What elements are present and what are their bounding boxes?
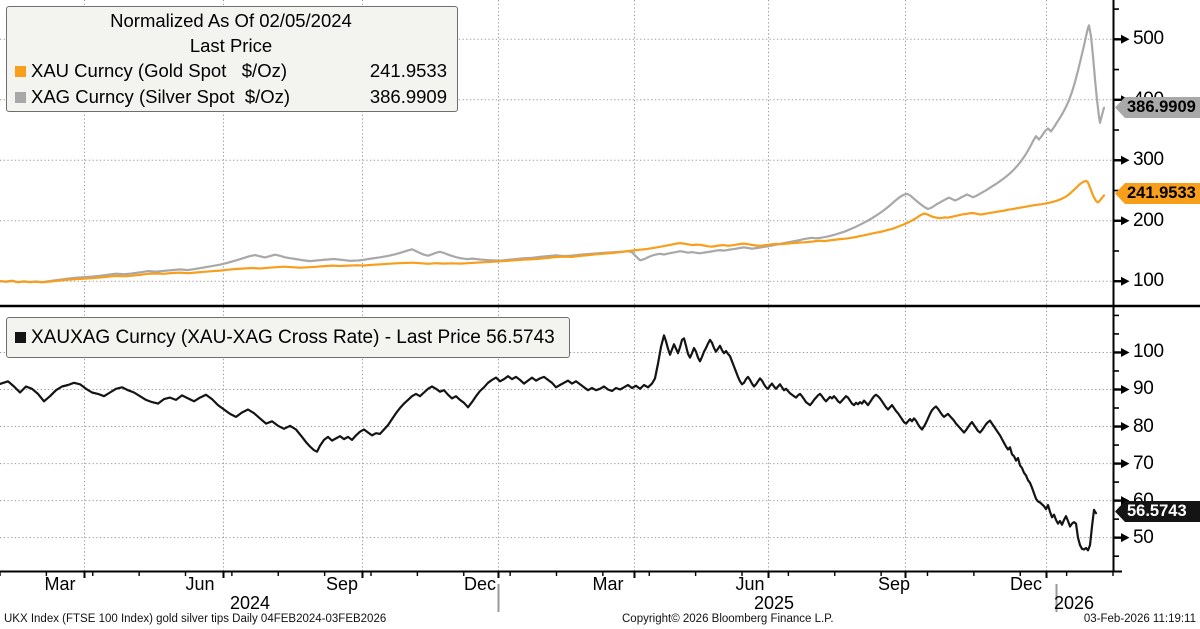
xau-price-badge: 241.9533 (1115, 183, 1200, 204)
y-axis-tick-label: 200 (1133, 209, 1164, 231)
xauxag-swatch-icon (15, 332, 26, 343)
x-axis-month-label: Jun (735, 574, 765, 594)
y-axis-tick-label: 70 (1133, 452, 1154, 474)
y-axis-tick-label: 100 (1133, 270, 1164, 292)
x-axis-month-label: Jun (185, 574, 215, 594)
y-axis-tick-label: 100 (1133, 341, 1164, 363)
y-tick-arrow-icon (1121, 496, 1130, 506)
x-axis-year-label: 2026 (1053, 593, 1095, 613)
xauxag-legend-label: XAUXAG Curncy (XAU-XAG Cross Rate) - Las… (31, 326, 487, 348)
xag-swatch-icon (15, 91, 26, 103)
xag-legend-label: XAG Curncy (Silver Spot $/Oz) (31, 86, 291, 107)
xag-last-price: 386.9909 (369, 86, 447, 107)
legend-item-xau[interactable]: XAU Curncy (Gold Spot $/Oz) 241.9533 (15, 58, 447, 84)
y-axis-tick-label: 300 (1133, 149, 1164, 171)
xau-swatch-icon (15, 65, 26, 77)
legend-title: Normalized As Of 02/05/2024 (110, 10, 352, 31)
xau-last-price: 241.9533 (369, 60, 447, 81)
y-tick-arrow-icon (1121, 216, 1130, 226)
xauxag-price-badge: 56.5743 (1115, 501, 1200, 522)
xau-legend-label: XAU Curncy (Gold Spot $/Oz) (31, 60, 288, 81)
y-tick-arrow-icon (1121, 34, 1130, 44)
chart-description-text: UKX Index (FTSE 100 Index) gold silver t… (4, 613, 387, 625)
series-line-xau (0, 179, 1106, 284)
x-axis-year-label: 2024 (229, 593, 271, 613)
y-tick-arrow-icon (1121, 459, 1130, 469)
x-axis-month-label: Sep (877, 574, 911, 594)
y-axis-tick-label: 80 (1133, 415, 1154, 437)
legend-subtitle: Last Price (189, 35, 273, 56)
y-tick-arrow-icon (1121, 422, 1130, 432)
x-axis-month-label: Mar (44, 574, 76, 594)
y-tick-arrow-icon (1121, 347, 1130, 357)
xauxag-last-price: 56.5743 (486, 326, 555, 348)
x-axis-month-label: Dec (463, 574, 496, 594)
xag-price-badge: 386.9909 (1115, 97, 1200, 118)
legend-item-xag[interactable]: XAG Curncy (Silver Spot $/Oz) 386.9909 (15, 84, 447, 110)
y-tick-arrow-icon (1121, 384, 1130, 394)
y-tick-arrow-icon (1121, 155, 1130, 165)
x-axis-month-label: Dec (1009, 574, 1042, 594)
x-axis-month-label: Sep (325, 574, 359, 594)
bottom-panel-legend[interactable]: XAUXAG Curncy (XAU-XAG Cross Rate) - Las… (6, 317, 570, 358)
y-axis-tick-label: 50 (1133, 526, 1154, 548)
top-panel-legend[interactable]: Normalized As Of 02/05/2024 Last Price X… (6, 6, 458, 112)
x-axis-year-label: 2025 (753, 593, 795, 613)
series-line-xauxag (0, 334, 1098, 552)
y-tick-arrow-icon (1121, 276, 1130, 286)
x-axis-month-label: Mar (592, 574, 624, 594)
y-axis-tick-label: 500 (1133, 28, 1164, 50)
copyright-text: Copyright© 2026 Bloomberg Finance L.P. (622, 613, 834, 625)
y-axis-tick-label: 90 (1133, 378, 1154, 400)
timestamp-text: 03-Feb-2026 11:19:11 (1083, 613, 1196, 625)
y-tick-arrow-icon (1121, 533, 1130, 543)
series-line-xag (0, 24, 1106, 284)
